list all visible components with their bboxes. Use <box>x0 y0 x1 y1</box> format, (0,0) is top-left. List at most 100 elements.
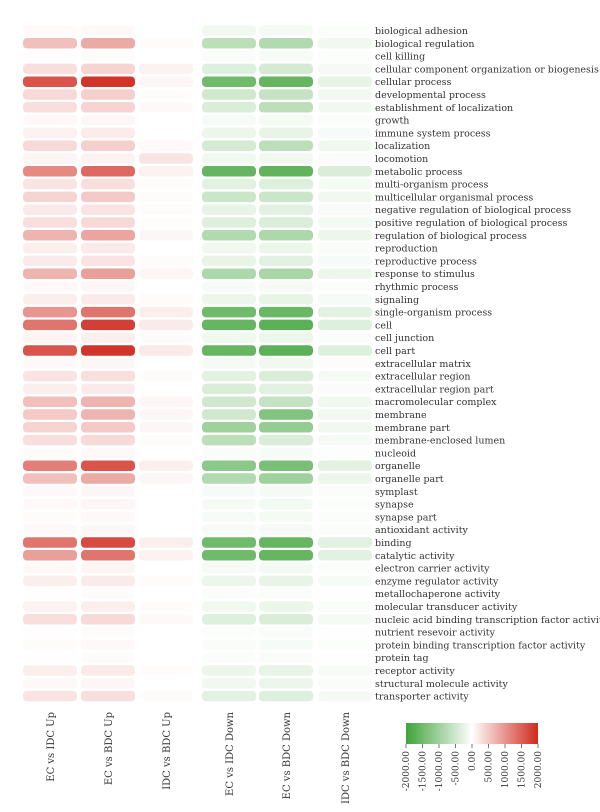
heatmap-cell-reproduction-idc-vs-bdc-up <box>139 242 193 254</box>
color-scale-tick-label: -1000.00 <box>435 751 445 792</box>
heatmap-cell-extracellular-region-part-idc-vs-bdc-down <box>318 383 372 395</box>
row-label-cell-junction: cell junction <box>375 333 434 344</box>
row-label-electron-carrier-activity: electron carrier activity <box>375 564 490 575</box>
heatmap-cell-antioxidant-activity-ec-vs-idc-up <box>23 524 77 535</box>
heatmap-cell-cell-ec-vs-bdc-down <box>259 319 313 331</box>
heatmap-cell-synapse-idc-vs-bdc-down <box>318 498 372 510</box>
heatmap-cell-immune-system-process-idc-vs-bdc-down <box>318 127 372 139</box>
row-label-extracellular-region: extracellular region <box>375 372 471 383</box>
heatmap-cell-transporter-activity-ec-vs-bdc-up <box>81 690 135 702</box>
heatmap-cell-membrane-enclosed-lumen-ec-vs-idc-down <box>202 434 256 446</box>
heatmap-cell-reproduction-ec-vs-bdc-up <box>81 242 135 254</box>
row-label-synapse: synapse <box>375 500 414 511</box>
heatmap-cell-membrane-idc-vs-bdc-down <box>318 409 372 420</box>
heatmap-cell-signaling-ec-vs-idc-up <box>23 294 77 305</box>
heatmap-cell-nucleoid-ec-vs-bdc-down <box>259 447 313 459</box>
heatmap-cell-multicellular-organismal-process-ec-vs-idc-down <box>202 191 256 203</box>
row-label-cellular-process: cellular process <box>375 77 452 88</box>
row-labels: biological adhesion biological regulation… <box>375 26 600 703</box>
heatmap-cell-extracellular-matrix-ec-vs-idc-down <box>202 358 256 369</box>
heatmap-cell-organelle-part-ec-vs-bdc-up <box>81 473 135 484</box>
row-label-immune-system-process: immune system process <box>375 128 491 139</box>
heatmap-cell-organelle-ec-vs-idc-up <box>23 460 77 471</box>
heatmap-cell-cell-ec-vs-bdc-up <box>81 319 135 331</box>
heatmap-cell-cell-junction-ec-vs-bdc-up <box>81 332 135 343</box>
heatmap-cell-metallochaperone-activity-ec-vs-bdc-up <box>81 588 135 599</box>
heatmap-cell-binding-ec-vs-idc-up <box>23 537 77 548</box>
color-scale-tick-label: 0.00 <box>468 751 478 771</box>
heatmap-cell-developmental-process-idc-vs-bdc-down <box>318 89 372 100</box>
heatmap-cell-cellular-component-organization-or-biogenesis-ec-vs-idc-down <box>202 63 256 75</box>
heatmap-cell-protein-tag-ec-vs-idc-up <box>23 652 77 663</box>
heatmap-cell-synapse-part-ec-vs-bdc-up <box>81 511 135 523</box>
heatmap-cell-symplast-ec-vs-idc-down <box>202 486 256 497</box>
heatmap-cell-multi-organism-process-ec-vs-idc-up <box>23 178 77 190</box>
heatmap-cell-electron-carrier-activity-idc-vs-bdc-up <box>139 562 193 574</box>
heatmap-cell-membrane-part-ec-vs-bdc-up <box>81 422 135 433</box>
heatmap-cell-multicellular-organismal-process-ec-vs-bdc-up <box>81 191 135 203</box>
heatmap-cell-organelle-part-idc-vs-bdc-up <box>139 473 193 484</box>
heatmap-cell-growth-ec-vs-idc-down <box>202 114 256 126</box>
heatmap-cell-membrane-ec-vs-idc-up <box>23 409 77 420</box>
heatmap-cell-multi-organism-process-ec-vs-idc-down <box>202 178 256 190</box>
heatmap-cell-multi-organism-process-ec-vs-bdc-up <box>81 178 135 190</box>
heatmap-cell-growth-ec-vs-bdc-down <box>259 114 313 126</box>
heatmap-cell-catalytic-activity-ec-vs-bdc-up <box>81 550 135 561</box>
heatmap-cell-binding-ec-vs-bdc-down <box>259 537 313 548</box>
color-scale-tick-label: 1000.00 <box>501 751 511 788</box>
heatmap-cell-response-to-stimulus-ec-vs-idc-down <box>202 268 256 279</box>
heatmap-cell-catalytic-activity-ec-vs-idc-down <box>202 550 256 561</box>
heatmap-cell-protein-binding-transcription-factor-activity-idc-vs-bdc-down <box>318 639 372 651</box>
heatmap-cell-antioxidant-activity-ec-vs-bdc-up <box>81 524 135 535</box>
heatmap-cell-rhythmic-process-ec-vs-bdc-up <box>81 281 135 292</box>
heatmap-cell-electron-carrier-activity-ec-vs-idc-down <box>202 562 256 574</box>
row-label-binding: binding <box>375 538 412 549</box>
heatmap-cell-structural-molecule-activity-ec-vs-idc-down <box>202 678 256 689</box>
heatmap-cell-transporter-activity-idc-vs-bdc-down <box>318 690 372 702</box>
heatmap-cell-molecular-transducer-activity-ec-vs-bdc-up <box>81 601 135 612</box>
heatmap-cell-membrane-ec-vs-idc-down <box>202 409 256 420</box>
heatmap-cell-cell-killing-idc-vs-bdc-up <box>139 50 193 62</box>
heatmap-cell-cell-part-idc-vs-bdc-down <box>318 345 372 356</box>
heatmap-cell-multi-organism-process-idc-vs-bdc-up <box>139 178 193 190</box>
heatmap-cell-establishment-of-localization-ec-vs-idc-down <box>202 102 256 113</box>
heatmap-cell-metallochaperone-activity-ec-vs-idc-up <box>23 588 77 599</box>
heatmap-cell-extracellular-matrix-idc-vs-bdc-down <box>318 358 372 369</box>
heatmap-cell-growth-idc-vs-bdc-down <box>318 114 372 126</box>
heatmap-cell-organelle-part-ec-vs-bdc-down <box>259 473 313 484</box>
row-label-extracellular-matrix: extracellular matrix <box>375 359 471 370</box>
color-scale-tick-label: -1500.00 <box>419 751 429 792</box>
row-label-locomotion: locomotion <box>375 154 428 165</box>
heatmap-cell-single-organism-process-ec-vs-bdc-up <box>81 306 135 318</box>
heatmap-cell-macromolecular-complex-ec-vs-idc-down <box>202 396 256 407</box>
heatmap-cell-cell-killing-ec-vs-bdc-up <box>81 50 135 62</box>
row-label-regulation-of-biological-process: regulation of biological process <box>375 231 527 242</box>
heatmap-cell-molecular-transducer-activity-idc-vs-bdc-up <box>139 601 193 612</box>
heatmap-cell-catalytic-activity-ec-vs-idc-up <box>23 550 77 561</box>
row-label-antioxidant-activity: antioxidant activity <box>375 525 469 536</box>
heatmap-cell-metabolic-process-ec-vs-idc-down <box>202 166 256 177</box>
heatmap-cell-membrane-enclosed-lumen-ec-vs-idc-up <box>23 434 77 446</box>
row-label-molecular-transducer-activity: molecular transducer activity <box>375 602 518 613</box>
heatmap-cell-biological-adhesion-idc-vs-bdc-down <box>318 25 372 36</box>
heatmap-cell-biological-regulation-idc-vs-bdc-down <box>318 38 372 49</box>
heatmap-cell-reproduction-idc-vs-bdc-down <box>318 242 372 254</box>
row-label-extracellular-region-part: extracellular region part <box>375 384 494 395</box>
heatmap-cell-receptor-activity-ec-vs-idc-up <box>23 665 77 676</box>
heatmap-cell-nucleic-acid-binding-transcription-factor-activity-ec-vs-bdc-up <box>81 614 135 625</box>
heatmap-cell-binding-ec-vs-idc-down <box>202 537 256 548</box>
color-scale-legend: -2000.00 -1500.00 -1000.00 -500.00 0.00 500.0… <box>402 723 544 791</box>
heatmap-cell-enzyme-regulator-activity-ec-vs-bdc-up <box>81 575 135 587</box>
heatmap-cell-multi-organism-process-ec-vs-bdc-down <box>259 178 313 190</box>
row-label-membrane: membrane <box>375 410 427 421</box>
heatmap-cell-symplast-ec-vs-idc-up <box>23 486 77 497</box>
heatmap-cell-locomotion-ec-vs-bdc-up <box>81 153 135 164</box>
heatmap-cell-extracellular-region-ec-vs-idc-down <box>202 370 256 382</box>
heatmap-cell-protein-binding-transcription-factor-activity-ec-vs-bdc-up <box>81 639 135 651</box>
heatmap-cell-extracellular-region-part-ec-vs-bdc-up <box>81 383 135 395</box>
row-label-organelle: organelle <box>375 461 421 472</box>
heatmap-cell-metallochaperone-activity-ec-vs-bdc-down <box>259 588 313 599</box>
heatmap-cell-reproduction-ec-vs-idc-up <box>23 242 77 254</box>
heatmap-cell-multicellular-organismal-process-ec-vs-idc-up <box>23 191 77 203</box>
heatmap-cell-symplast-ec-vs-bdc-up <box>81 486 135 497</box>
